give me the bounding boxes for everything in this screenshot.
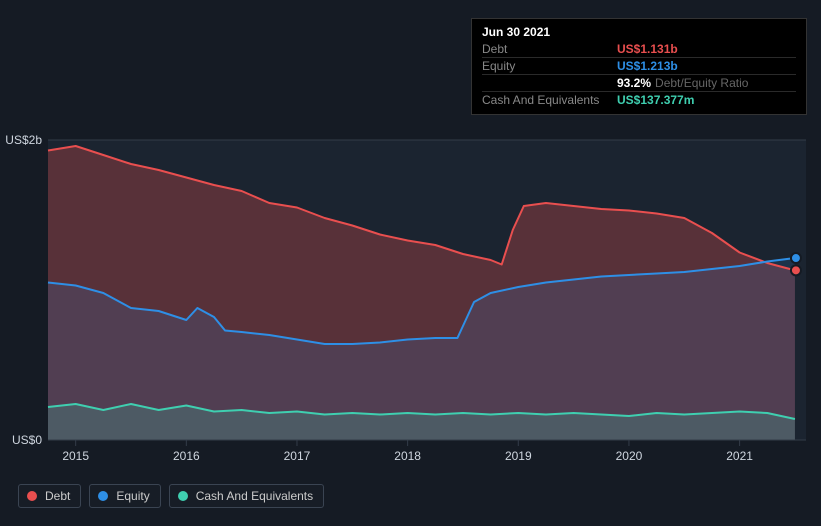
tooltip-row-value: US$1.131b: [617, 41, 796, 58]
legend-swatch-icon: [98, 491, 108, 501]
chart-legend: Debt Equity Cash And Equivalents: [18, 484, 324, 508]
tooltip-value-text: US$1.131b: [617, 42, 678, 56]
tooltip-value-text: US$1.213b: [617, 59, 678, 73]
legend-label: Cash And Equivalents: [196, 489, 313, 503]
tooltip-row-label: [482, 75, 617, 92]
tooltip-row: 93.2% Debt/Equity Ratio: [482, 75, 796, 92]
tooltip-row-value: 93.2% Debt/Equity Ratio: [617, 75, 796, 92]
legend-label: Equity: [116, 489, 149, 503]
tooltip-row-value: US$137.377m: [617, 92, 796, 109]
chart-container: US$0 US$2b 2015 2016 2017 2018 2019 2020 2021 Ju…: [0, 0, 821, 526]
x-tick-label: 2019: [505, 449, 532, 463]
tooltip-value-secondary: Debt/Equity Ratio: [655, 76, 748, 90]
tooltip-row: EquityUS$1.213b: [482, 58, 796, 75]
tooltip-row-label: Debt: [482, 41, 617, 58]
y-tick-label: US$2b: [5, 133, 42, 147]
chart-tooltip: Jun 30 2021 DebtUS$1.131bEquityUS$1.213b…: [471, 18, 807, 115]
tooltip-value-text: 93.2%: [617, 76, 651, 90]
legend-item-equity[interactable]: Equity: [89, 484, 160, 508]
tooltip-date: Jun 30 2021: [482, 25, 796, 39]
legend-swatch-icon: [178, 491, 188, 501]
x-tick-label: 2021: [726, 449, 753, 463]
x-tick-label: 2015: [62, 449, 89, 463]
legend-item-debt[interactable]: Debt: [18, 484, 81, 508]
series-end-marker-equity: [791, 253, 801, 263]
tooltip-row-label: Equity: [482, 58, 617, 75]
tooltip-row: DebtUS$1.131b: [482, 41, 796, 58]
y-tick-label: US$0: [12, 433, 42, 447]
tooltip-row-value: US$1.213b: [617, 58, 796, 75]
legend-item-cash[interactable]: Cash And Equivalents: [169, 484, 324, 508]
tooltip-value-text: US$137.377m: [617, 93, 694, 107]
tooltip-row-label: Cash And Equivalents: [482, 92, 617, 109]
legend-swatch-icon: [27, 491, 37, 501]
x-tick-label: 2017: [284, 449, 311, 463]
x-tick-label: 2020: [616, 449, 643, 463]
series-end-marker-debt: [791, 265, 801, 275]
tooltip-table: DebtUS$1.131bEquityUS$1.213b93.2%Debt/Eq…: [482, 41, 796, 108]
x-tick-label: 2018: [394, 449, 421, 463]
legend-label: Debt: [45, 489, 70, 503]
x-tick-label: 2016: [173, 449, 200, 463]
tooltip-row: Cash And EquivalentsUS$137.377m: [482, 92, 796, 109]
